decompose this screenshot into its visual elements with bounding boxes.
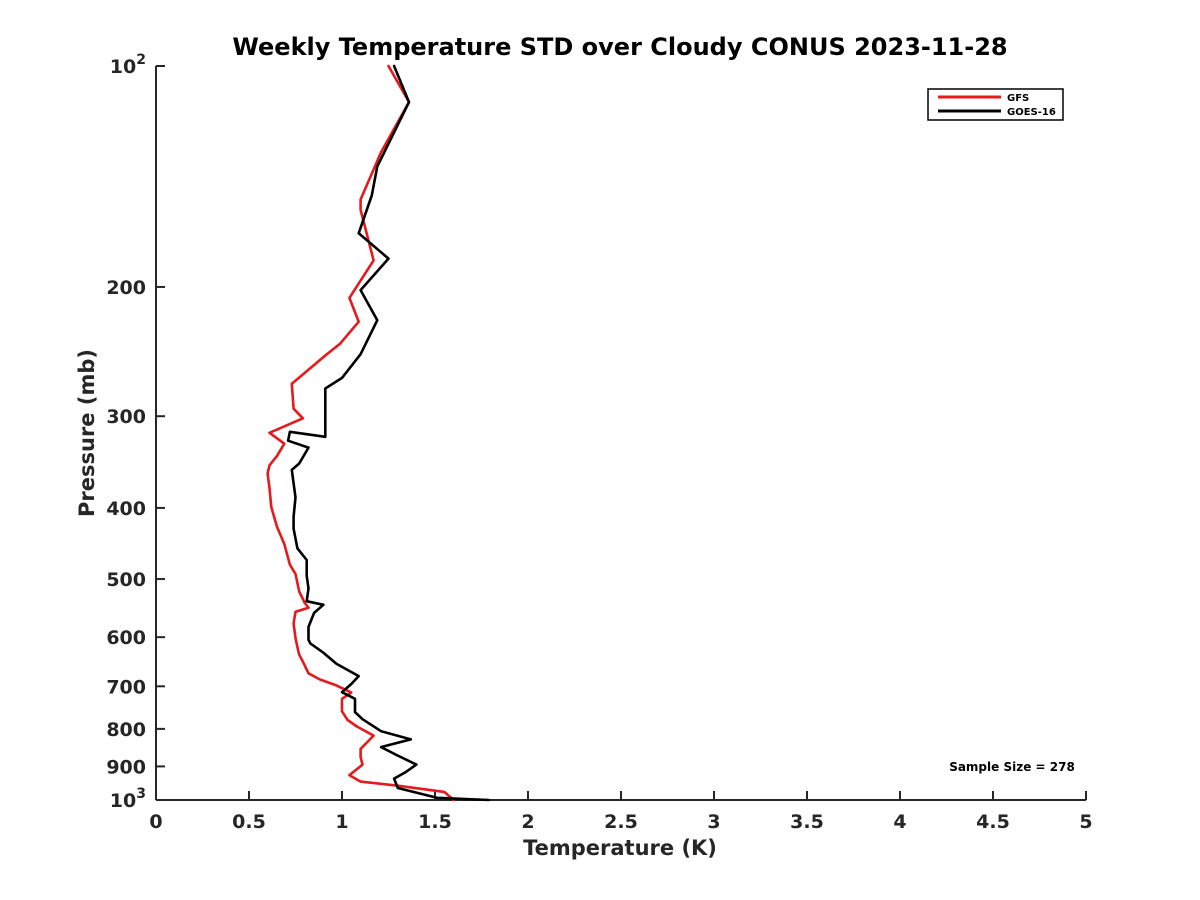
y-tick-label: 300 (106, 406, 146, 428)
x-axis-label: Temperature (K) (523, 836, 717, 860)
chart-title: Weekly Temperature STD over Cloudy CONUS… (232, 33, 1007, 61)
x-tick-label: 3.5 (790, 811, 824, 833)
x-tick-label: 5 (1079, 811, 1092, 833)
x-tick-label: 2 (521, 811, 534, 833)
legend-label-goes16: GOES-16 (1007, 107, 1056, 118)
legend-label-gfs: GFS (1007, 93, 1029, 104)
y-tick-label: 200 (106, 277, 146, 299)
y-tick-label: 400 (106, 498, 146, 520)
y-axis-label: Pressure (mb) (75, 349, 99, 517)
x-tick-label: 2.5 (604, 811, 638, 833)
y-tick-label: 900 (106, 756, 146, 778)
x-tick-label: 0.5 (232, 811, 266, 833)
x-tick-label: 1 (335, 811, 348, 833)
y-tick-label: 700 (106, 676, 146, 698)
x-tick-label: 3 (707, 811, 720, 833)
legend-box (927, 88, 1064, 121)
y-tick-label: 600 (106, 627, 146, 649)
y-tick-label: 500 (106, 569, 146, 591)
x-tick-label: 0 (149, 811, 162, 833)
series-line-gfs (266, 64, 455, 802)
x-tick-label: 1.5 (418, 811, 452, 833)
legend: GFS GOES-16 (927, 88, 1064, 121)
x-tick-label: 4 (893, 811, 906, 833)
series-line-goes16 (286, 64, 491, 802)
sample-size-annotation: Sample Size = 278 (949, 760, 1075, 774)
y-tick-label: 800 (106, 719, 146, 741)
series-layer (266, 64, 491, 802)
axes: 0 0.5 1 1.5 2 2.5 3 3.5 4 4.5 51022003004005006007… (106, 52, 1092, 833)
x-tick-label: 4.5 (976, 811, 1010, 833)
